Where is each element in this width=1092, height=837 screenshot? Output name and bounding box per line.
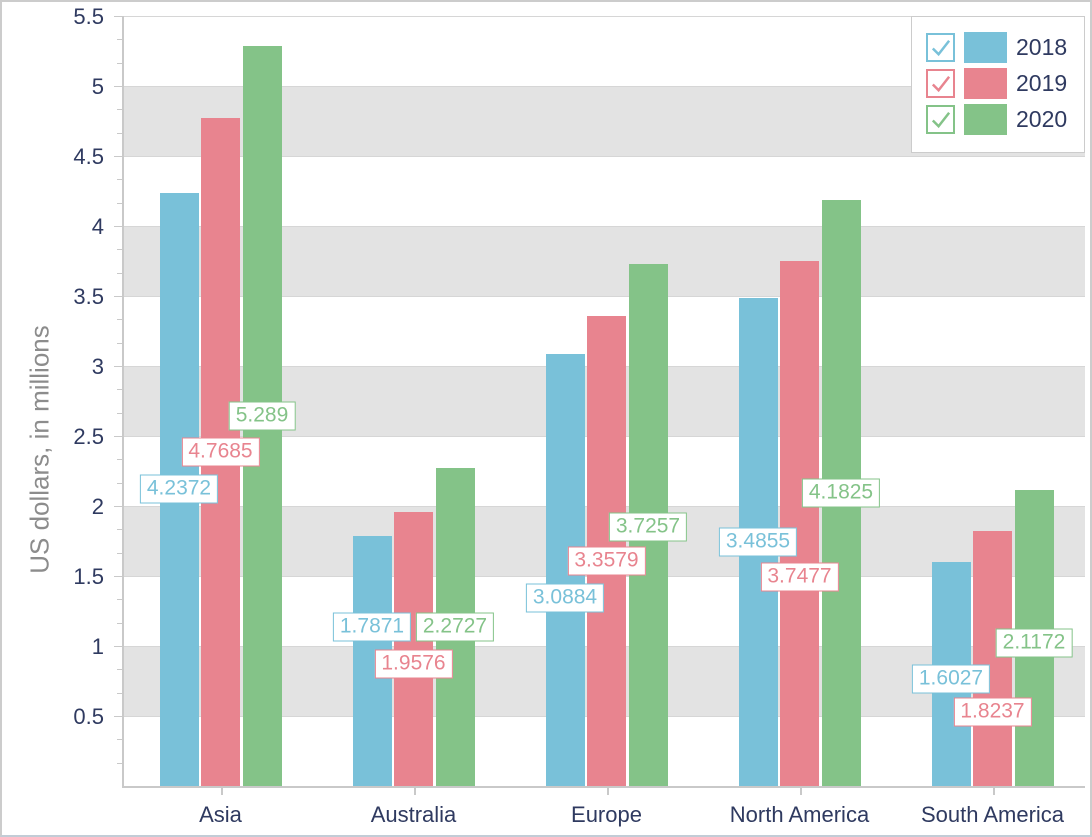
gridline (124, 226, 1085, 227)
bar-value-label: 3.7257 (608, 512, 688, 542)
gridline (124, 296, 1085, 297)
y-axis-tick (114, 86, 122, 87)
bar[interactable] (780, 261, 819, 786)
bar-value-label: 4.1825 (801, 478, 881, 508)
legend: 2018 2019 2020 (911, 16, 1085, 153)
y-axis-minor-tick (117, 692, 122, 694)
y-axis-minor-tick (117, 39, 122, 41)
y-axis-minor-tick (117, 319, 122, 321)
bar-value-label: 1.6027 (911, 664, 991, 694)
x-axis-tick (799, 786, 802, 795)
y-axis-minor-tick (117, 179, 122, 181)
y-axis-tick (114, 156, 122, 157)
bar-value-label: 3.7477 (760, 562, 839, 592)
y-tick-label: 1 (91, 634, 104, 659)
y-axis-tick (114, 16, 122, 17)
bar-value-label: 1.8237 (953, 697, 1032, 727)
y-axis-tick (114, 436, 122, 437)
y-tick-label: 2 (91, 494, 104, 519)
y-axis-minor-tick (117, 762, 122, 764)
plot-area: 4.2372 4.7685 5.289 1.7871 1.9576 2.2727 3.088… (124, 16, 1085, 786)
legend-checkbox-2018[interactable] (926, 33, 955, 62)
y-axis-title: US dollars, in millions (24, 325, 55, 574)
grid-stripe (124, 226, 1085, 296)
x-axis-tick (992, 786, 995, 795)
bar[interactable] (394, 511, 433, 786)
y-axis-tick (114, 296, 122, 297)
legend-item-2018[interactable]: 2018 (926, 32, 1084, 63)
y-axis-minor-tick (117, 109, 122, 111)
y-tick-label: 2.5 (73, 424, 104, 449)
y-axis-minor-tick (117, 202, 122, 204)
y-tick-label: 4 (91, 214, 104, 239)
legend-item-2019[interactable]: 2019 (926, 68, 1084, 99)
bar-value-label: 2.2727 (415, 612, 495, 642)
x-axis-tick (220, 786, 223, 795)
legend-checkbox-2019[interactable] (926, 69, 955, 98)
x-axis-tick (606, 786, 609, 795)
y-tick-label: 1.5 (73, 564, 104, 589)
legend-label: 2019 (1016, 70, 1068, 96)
y-axis-minor-tick (117, 272, 122, 274)
bar-value-label: 4.2372 (139, 474, 219, 504)
y-axis-minor-tick (117, 529, 122, 531)
checkmark-icon (931, 112, 951, 129)
y-axis-minor-tick (117, 482, 122, 484)
y-tick-label: 4.5 (73, 144, 104, 169)
x-axis-line (122, 786, 1085, 788)
y-axis-tick (114, 576, 122, 577)
legend-label: 2018 (1016, 34, 1068, 60)
y-axis-minor-tick (117, 342, 122, 344)
bar-value-label: 4.7685 (181, 437, 260, 467)
y-axis-tick (114, 506, 122, 507)
bar-value-label: 1.7871 (332, 612, 412, 642)
y-axis-tick (114, 646, 122, 647)
x-category-label: North America (729, 802, 870, 827)
bar-value-label: 1.9576 (374, 649, 453, 679)
legend-label: 2020 (1016, 106, 1068, 132)
bar-value-label: 3.3579 (567, 546, 646, 576)
x-axis-tick (413, 786, 416, 795)
legend-color-swatch (964, 68, 1007, 99)
y-tick-label: 3 (91, 354, 104, 379)
y-axis-minor-tick (117, 389, 122, 391)
y-axis-tick (114, 366, 122, 367)
checkmark-icon (931, 76, 951, 93)
gridline (124, 86, 1085, 87)
legend-item-2020[interactable]: 2020 (926, 104, 1084, 135)
checkmark-icon (931, 40, 951, 57)
y-tick-label: 5.5 (73, 4, 104, 29)
y-tick-label: 0.5 (73, 704, 104, 729)
bar[interactable] (973, 530, 1012, 786)
x-category-label: South America (920, 802, 1065, 827)
gridline (124, 16, 1085, 17)
y-axis-minor-tick (117, 599, 122, 601)
y-axis-minor-tick (117, 412, 122, 414)
x-category-label: Australia (370, 802, 457, 827)
y-axis-line (122, 16, 124, 786)
y-tick-label: 3.5 (73, 284, 104, 309)
y-axis-minor-tick (117, 62, 122, 64)
y-axis-tick (114, 716, 122, 717)
gridline (124, 156, 1085, 157)
y-tick-label: 5 (91, 74, 104, 99)
bar-value-label: 5.289 (228, 401, 296, 431)
x-category-label: Asia (199, 802, 242, 827)
legend-checkbox-2020[interactable] (926, 105, 955, 134)
x-category-label: Europe (571, 802, 642, 827)
bar-value-label: 3.0884 (525, 583, 605, 613)
y-axis-minor-tick (117, 622, 122, 624)
legend-color-swatch (964, 104, 1007, 135)
y-axis-minor-tick (117, 459, 122, 461)
y-axis-minor-tick (117, 249, 122, 251)
bar-value-label: 2.1172 (995, 628, 1073, 658)
legend-color-swatch (964, 32, 1007, 63)
y-axis-tick (114, 226, 122, 227)
y-axis-minor-tick (117, 739, 122, 741)
y-axis-minor-tick (117, 132, 122, 134)
y-axis-minor-tick (117, 669, 122, 671)
bar-value-label: 3.4855 (718, 527, 798, 557)
y-axis-minor-tick (117, 552, 122, 554)
